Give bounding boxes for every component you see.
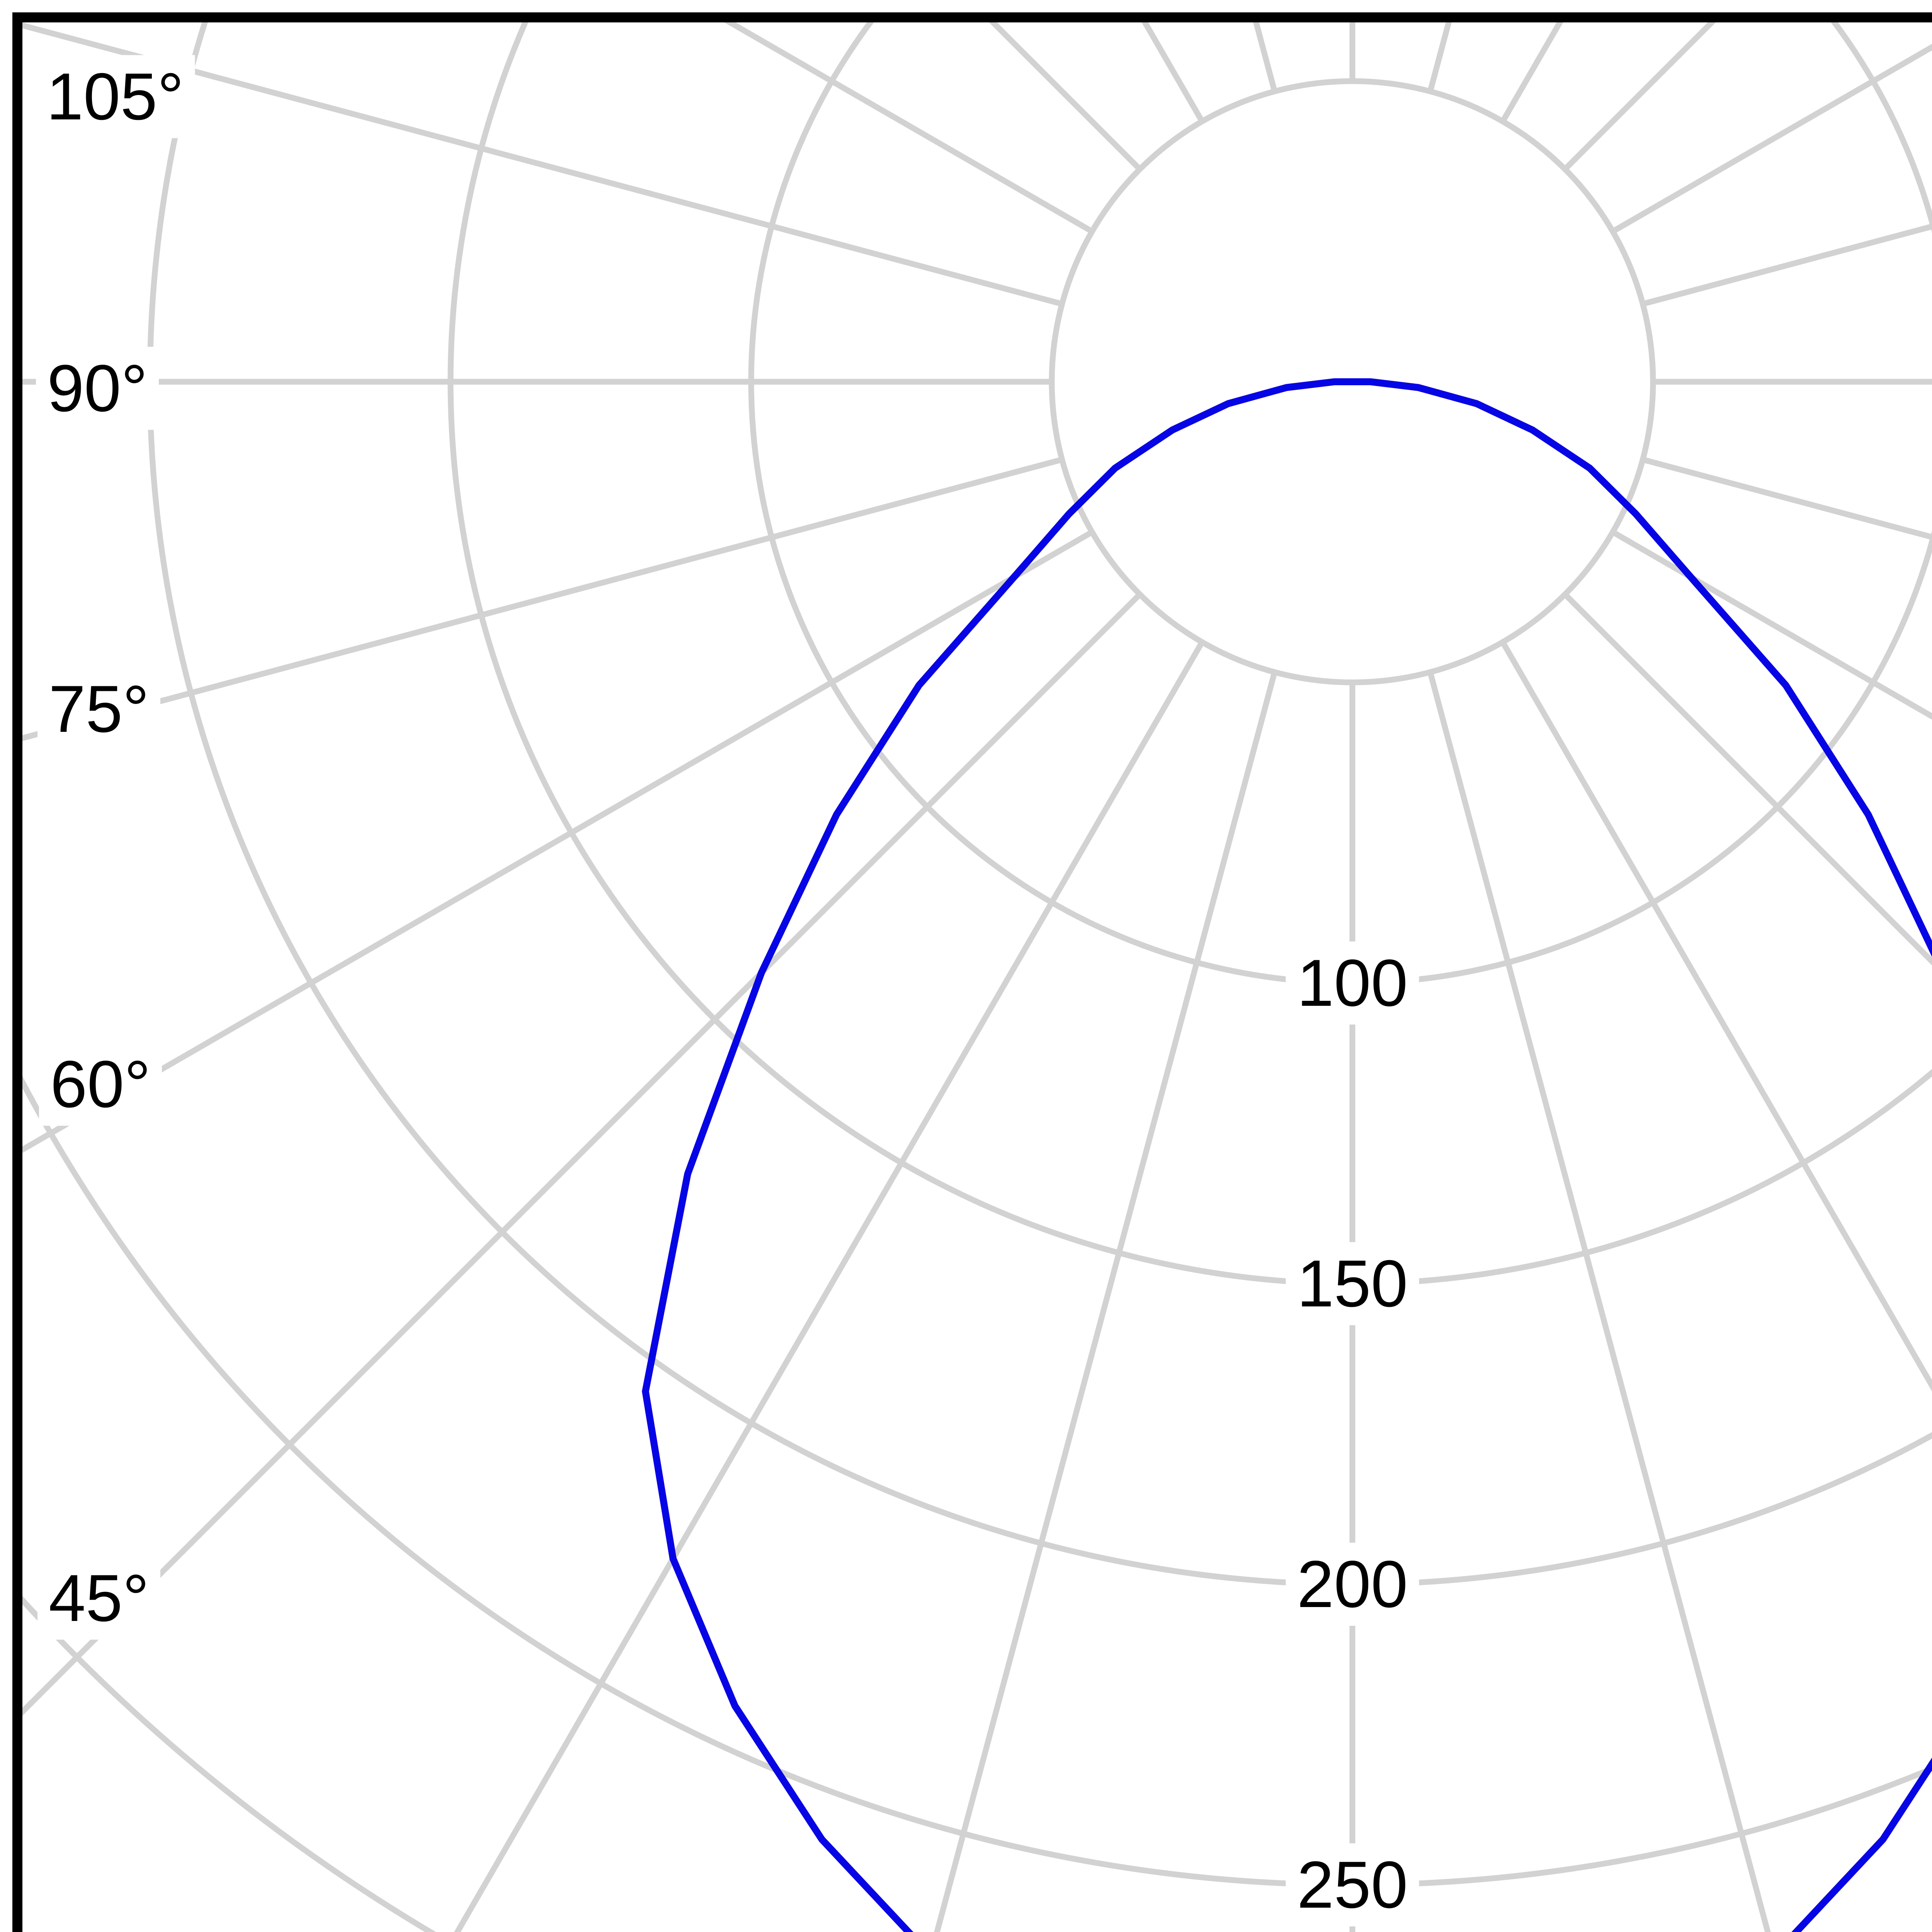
radial-value-label-0: 100 — [1297, 946, 1408, 1020]
plot-frame — [12, 12, 1932, 1932]
grid-spoke-300 — [22, 529, 1094, 1153]
radial-value-label-1: 150 — [1297, 1247, 1408, 1321]
grid-spoke-255 — [22, 22, 1063, 307]
angle-label-left-1-mask — [36, 347, 159, 430]
grid-spoke-15 — [1427, 671, 1771, 1932]
angle-label-left-0: 105° — [46, 60, 184, 134]
grid-spoke-315 — [22, 592, 1142, 1716]
radial-value-label-3-mask — [1286, 1843, 1419, 1927]
angle-label-left-4: 45° — [49, 1561, 149, 1635]
grid-spoke-120 — [1611, 44, 1932, 234]
intensity-curve-c0-c180 — [642, 378, 1932, 1932]
intensity-curves — [642, 378, 1932, 1932]
grid-spoke-75 — [1642, 457, 1932, 540]
grid-spoke-345 — [934, 671, 1277, 1932]
grid-spoke-45 — [1563, 592, 1932, 966]
radial-value-label-2: 200 — [1297, 1547, 1408, 1621]
angle-label-left-3-mask — [39, 1043, 162, 1126]
angle-label-left-4-mask — [37, 1556, 160, 1640]
grid-spoke-285 — [22, 457, 1063, 742]
angle-label-left-3: 60° — [50, 1047, 151, 1121]
angle-label-left-2-mask — [37, 667, 160, 751]
grid-spoke-240 — [724, 22, 1094, 234]
radial-value-label-0-mask — [1286, 941, 1419, 1025]
angle-label-left-1: 90° — [47, 351, 148, 425]
grid-ring-50 — [1049, 78, 1656, 685]
grid-labels: 105°90°75°60°45°105°90°75°60°45°30°15°0°… — [35, 55, 1419, 1927]
radial-value-label-2-mask — [1286, 1543, 1419, 1626]
radial-value-label-1-mask — [1286, 1242, 1419, 1325]
intensity-curve-c90-c270 — [642, 378, 1932, 1932]
angle-label-left-0-mask — [35, 55, 195, 138]
grid-spoke-30 — [1500, 641, 1932, 1392]
grid-ring-200 — [147, 22, 1932, 1587]
grid-ring-150 — [448, 22, 1932, 1286]
radial-value-label-3: 250 — [1297, 1848, 1408, 1922]
grid-spoke-330 — [454, 641, 1205, 1932]
angle-label-left-2: 75° — [49, 672, 149, 746]
